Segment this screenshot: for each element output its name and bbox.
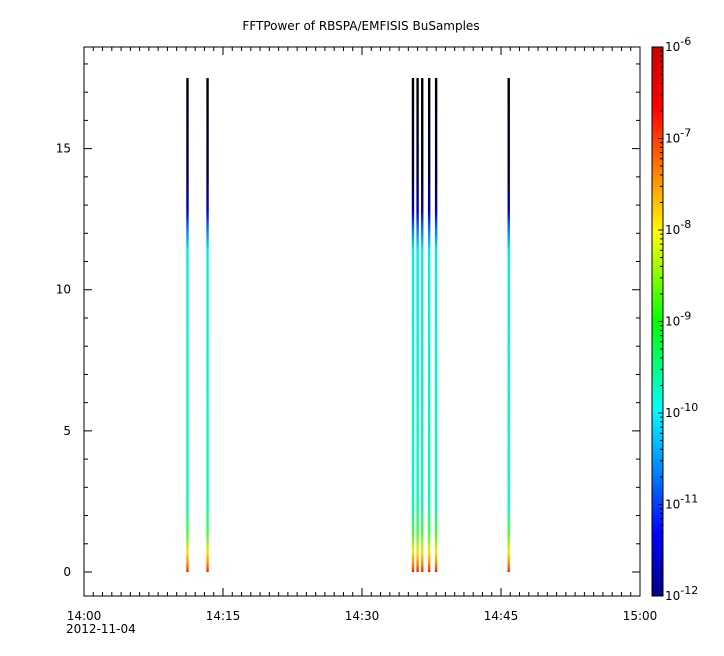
x-tick-label: 14:15 [206, 609, 241, 623]
x-tick-label: 14:00 [67, 609, 102, 623]
y-tick-label: 5 [63, 424, 71, 438]
x-date-label: 2012-11-04 [66, 622, 136, 636]
y-tick-label: 15 [56, 142, 71, 156]
colorbar-tick-label: 10-11 [665, 493, 698, 512]
colorbar-tick-label: 10-9 [665, 310, 691, 329]
spectral-stripe [186, 78, 189, 573]
colorbar-tick-label: 10-7 [665, 127, 691, 146]
spectral-stripes [186, 78, 510, 573]
colorbar-tick-label: 10-6 [665, 35, 691, 54]
x-axis: 14:00 14:15 14:30 14:45 15:00 [67, 47, 658, 623]
spectral-stripe [411, 78, 415, 573]
spectral-stripe [507, 78, 510, 573]
colorbar-tick-label: 10-8 [665, 218, 691, 237]
x-tick-label: 14:30 [345, 609, 380, 623]
x-tick-label: 14:45 [484, 609, 519, 623]
spectral-stripe [427, 78, 431, 573]
y-axis: 0 5 10 15 [56, 63, 640, 579]
y-tick-label: 10 [56, 283, 71, 297]
plot-area [83, 46, 641, 597]
spectral-stripe [206, 78, 209, 573]
spectral-stripe [434, 78, 438, 573]
chart-title: FFTPower of RBSPA/EMFISIS BuSamples [242, 19, 479, 33]
colorbar-tick-label: 10-10 [665, 401, 698, 420]
spectral-stripe [416, 78, 419, 573]
colorbar-tick-label: 10-12 [665, 584, 698, 603]
x-tick-label: 15:00 [623, 609, 658, 623]
colorbar-axis: 10-6 10-7 10-8 10-9 10-10 10-11 10-12 [658, 35, 698, 603]
spectral-stripe [421, 78, 424, 573]
y-tick-label: 0 [63, 565, 71, 579]
